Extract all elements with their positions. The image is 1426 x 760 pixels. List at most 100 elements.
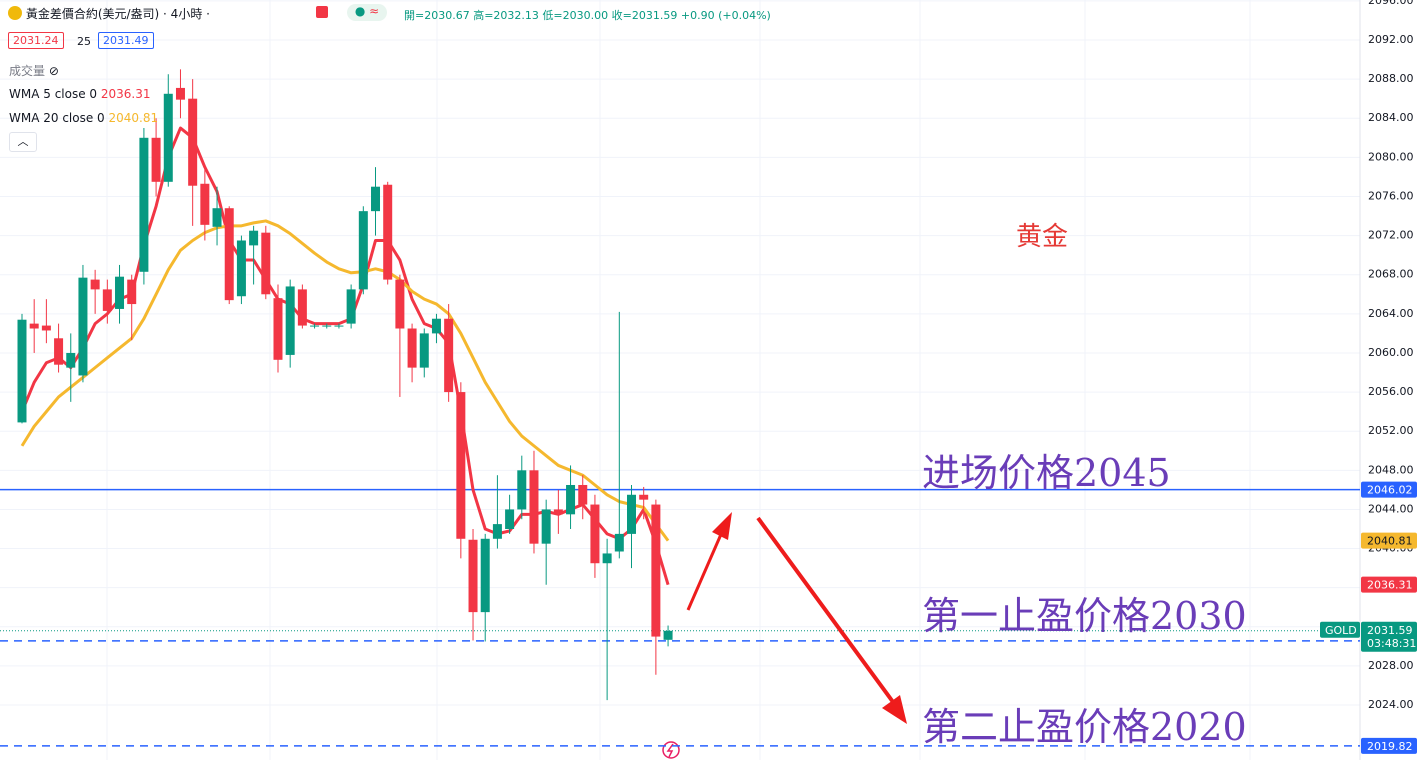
candle-body — [310, 325, 320, 327]
volume-legend: 成交量 ⊘ — [9, 64, 59, 78]
legend-name: WMA 20 close 0 — [9, 111, 105, 125]
symbol-logo — [8, 6, 22, 20]
ohlc-change: +0.90 (+0.04%) — [680, 9, 771, 22]
symbol-title[interactable]: 黃金差價合約(美元/盎司) · 4小時 · — [25, 7, 210, 21]
candle-body — [395, 279, 405, 329]
candle-body — [249, 230, 259, 246]
candle-body — [419, 333, 429, 368]
countdown: 03:48:31 — [1367, 637, 1416, 650]
candle-body — [29, 323, 39, 329]
hline-price-label-bg — [1361, 737, 1417, 754]
candle-body — [566, 484, 576, 515]
candle-body — [444, 318, 454, 393]
alert-flag[interactable] — [316, 6, 328, 18]
candle-body — [431, 318, 441, 334]
candle-body — [212, 208, 222, 227]
ohlc-high: 高=2032.13 — [473, 9, 539, 22]
y-tick-label: 2080.00 — [1368, 150, 1414, 163]
candle-body — [285, 286, 295, 355]
candle-body — [480, 538, 490, 613]
candle-body — [90, 279, 100, 290]
wma20-legend: WMA 20 close 0 2040.81 — [9, 111, 158, 125]
candle-body — [322, 325, 332, 327]
indicator-price-label: 2036.31 — [1367, 579, 1413, 592]
y-tick-label: 2044.00 — [1368, 502, 1414, 515]
y-tick-label: 2024.00 — [1368, 698, 1414, 711]
candle-body — [371, 186, 381, 212]
candle-body — [517, 470, 527, 510]
annotation: 第二止盈价格2020 — [922, 705, 1247, 749]
y-tick-label: 2084.00 — [1368, 111, 1414, 124]
bid-price[interactable]: 2031.24 — [8, 32, 64, 49]
y-tick-label: 2088.00 — [1368, 72, 1414, 85]
symbol-bar: 黃金差價合約(美元/盎司) · 4小時 · — [8, 5, 210, 22]
candle-body — [163, 93, 173, 182]
candle-body — [383, 184, 393, 280]
lightning-icon — [662, 741, 680, 759]
candle-body — [505, 509, 515, 529]
candle-body — [224, 208, 234, 301]
candle-body — [590, 504, 600, 564]
y-tick-label: 2056.00 — [1368, 385, 1414, 398]
y-tick-label: 2092.00 — [1368, 33, 1414, 46]
last-price-label: 2031.59 — [1367, 624, 1413, 637]
candle-body — [346, 289, 356, 324]
candle-body — [614, 533, 624, 552]
candle-body — [151, 137, 161, 182]
legend-name: WMA 5 close 0 — [9, 87, 98, 101]
candle-body — [139, 137, 149, 272]
legend-value: 2040.81 — [108, 111, 159, 125]
hline-price-label: 2019.82 — [1367, 740, 1413, 753]
candle-body — [41, 325, 51, 331]
candle-body — [115, 276, 125, 309]
symbol-tag: GOLD — [1325, 624, 1357, 637]
arrow-up — [686, 512, 732, 611]
candle-body — [236, 240, 246, 297]
wma5-legend: WMA 5 close 0 2036.31 — [9, 87, 151, 101]
legend-value: 2036.31 — [100, 87, 151, 101]
candle-body — [651, 504, 661, 637]
y-tick-label: 2068.00 — [1368, 268, 1414, 281]
candle-body — [127, 279, 137, 305]
candle-body — [578, 484, 588, 505]
y-tick-label: 2072.00 — [1368, 229, 1414, 242]
ohlc-close: 收=2031.59 — [611, 9, 678, 22]
candle-body — [492, 524, 502, 539]
candle-body — [529, 470, 539, 544]
candle-body — [602, 553, 612, 564]
candle-body — [102, 289, 112, 311]
candle-body — [639, 494, 649, 500]
ohlc-low: 低=2030.00 — [542, 9, 609, 22]
candle-body — [54, 338, 64, 365]
candle-body — [200, 183, 210, 225]
ohlc-legend: 開=2030.67 高=2032.13 低=2030.00 收=2031.59 … — [404, 7, 771, 23]
candle-body — [627, 494, 636, 534]
candle-body — [541, 509, 551, 544]
annotation: 黄金 — [1016, 222, 1069, 252]
volume-label: 成交量 — [9, 64, 46, 78]
ohlc-open: 開=2030.67 — [404, 9, 470, 22]
hline-price-label: 2046.02 — [1367, 484, 1413, 497]
y-tick-label: 2096.00 — [1368, 0, 1414, 7]
spread: 25 — [77, 35, 91, 48]
candle-body — [261, 232, 271, 295]
candle-body — [188, 98, 198, 186]
collapse-button[interactable]: ︿ — [9, 132, 37, 152]
arrow-down — [756, 516, 907, 724]
candle-body — [663, 630, 673, 640]
candle-body — [297, 289, 307, 326]
indicator-price-label-bg — [1361, 532, 1417, 549]
annotation: 第一止盈价格2030 — [922, 594, 1247, 638]
candle-body — [468, 539, 478, 613]
indicator-line — [20, 219, 670, 542]
candle-body — [17, 319, 27, 423]
market-status[interactable]: ● ≈ — [347, 4, 387, 21]
indicator-price-label-bg — [1361, 576, 1417, 593]
y-tick-label: 2052.00 — [1368, 424, 1414, 437]
symbol-tag-bg — [1320, 621, 1360, 638]
candle-body — [273, 298, 283, 360]
y-tick-label: 2064.00 — [1368, 307, 1414, 320]
ask-price[interactable]: 2031.49 — [98, 32, 154, 49]
